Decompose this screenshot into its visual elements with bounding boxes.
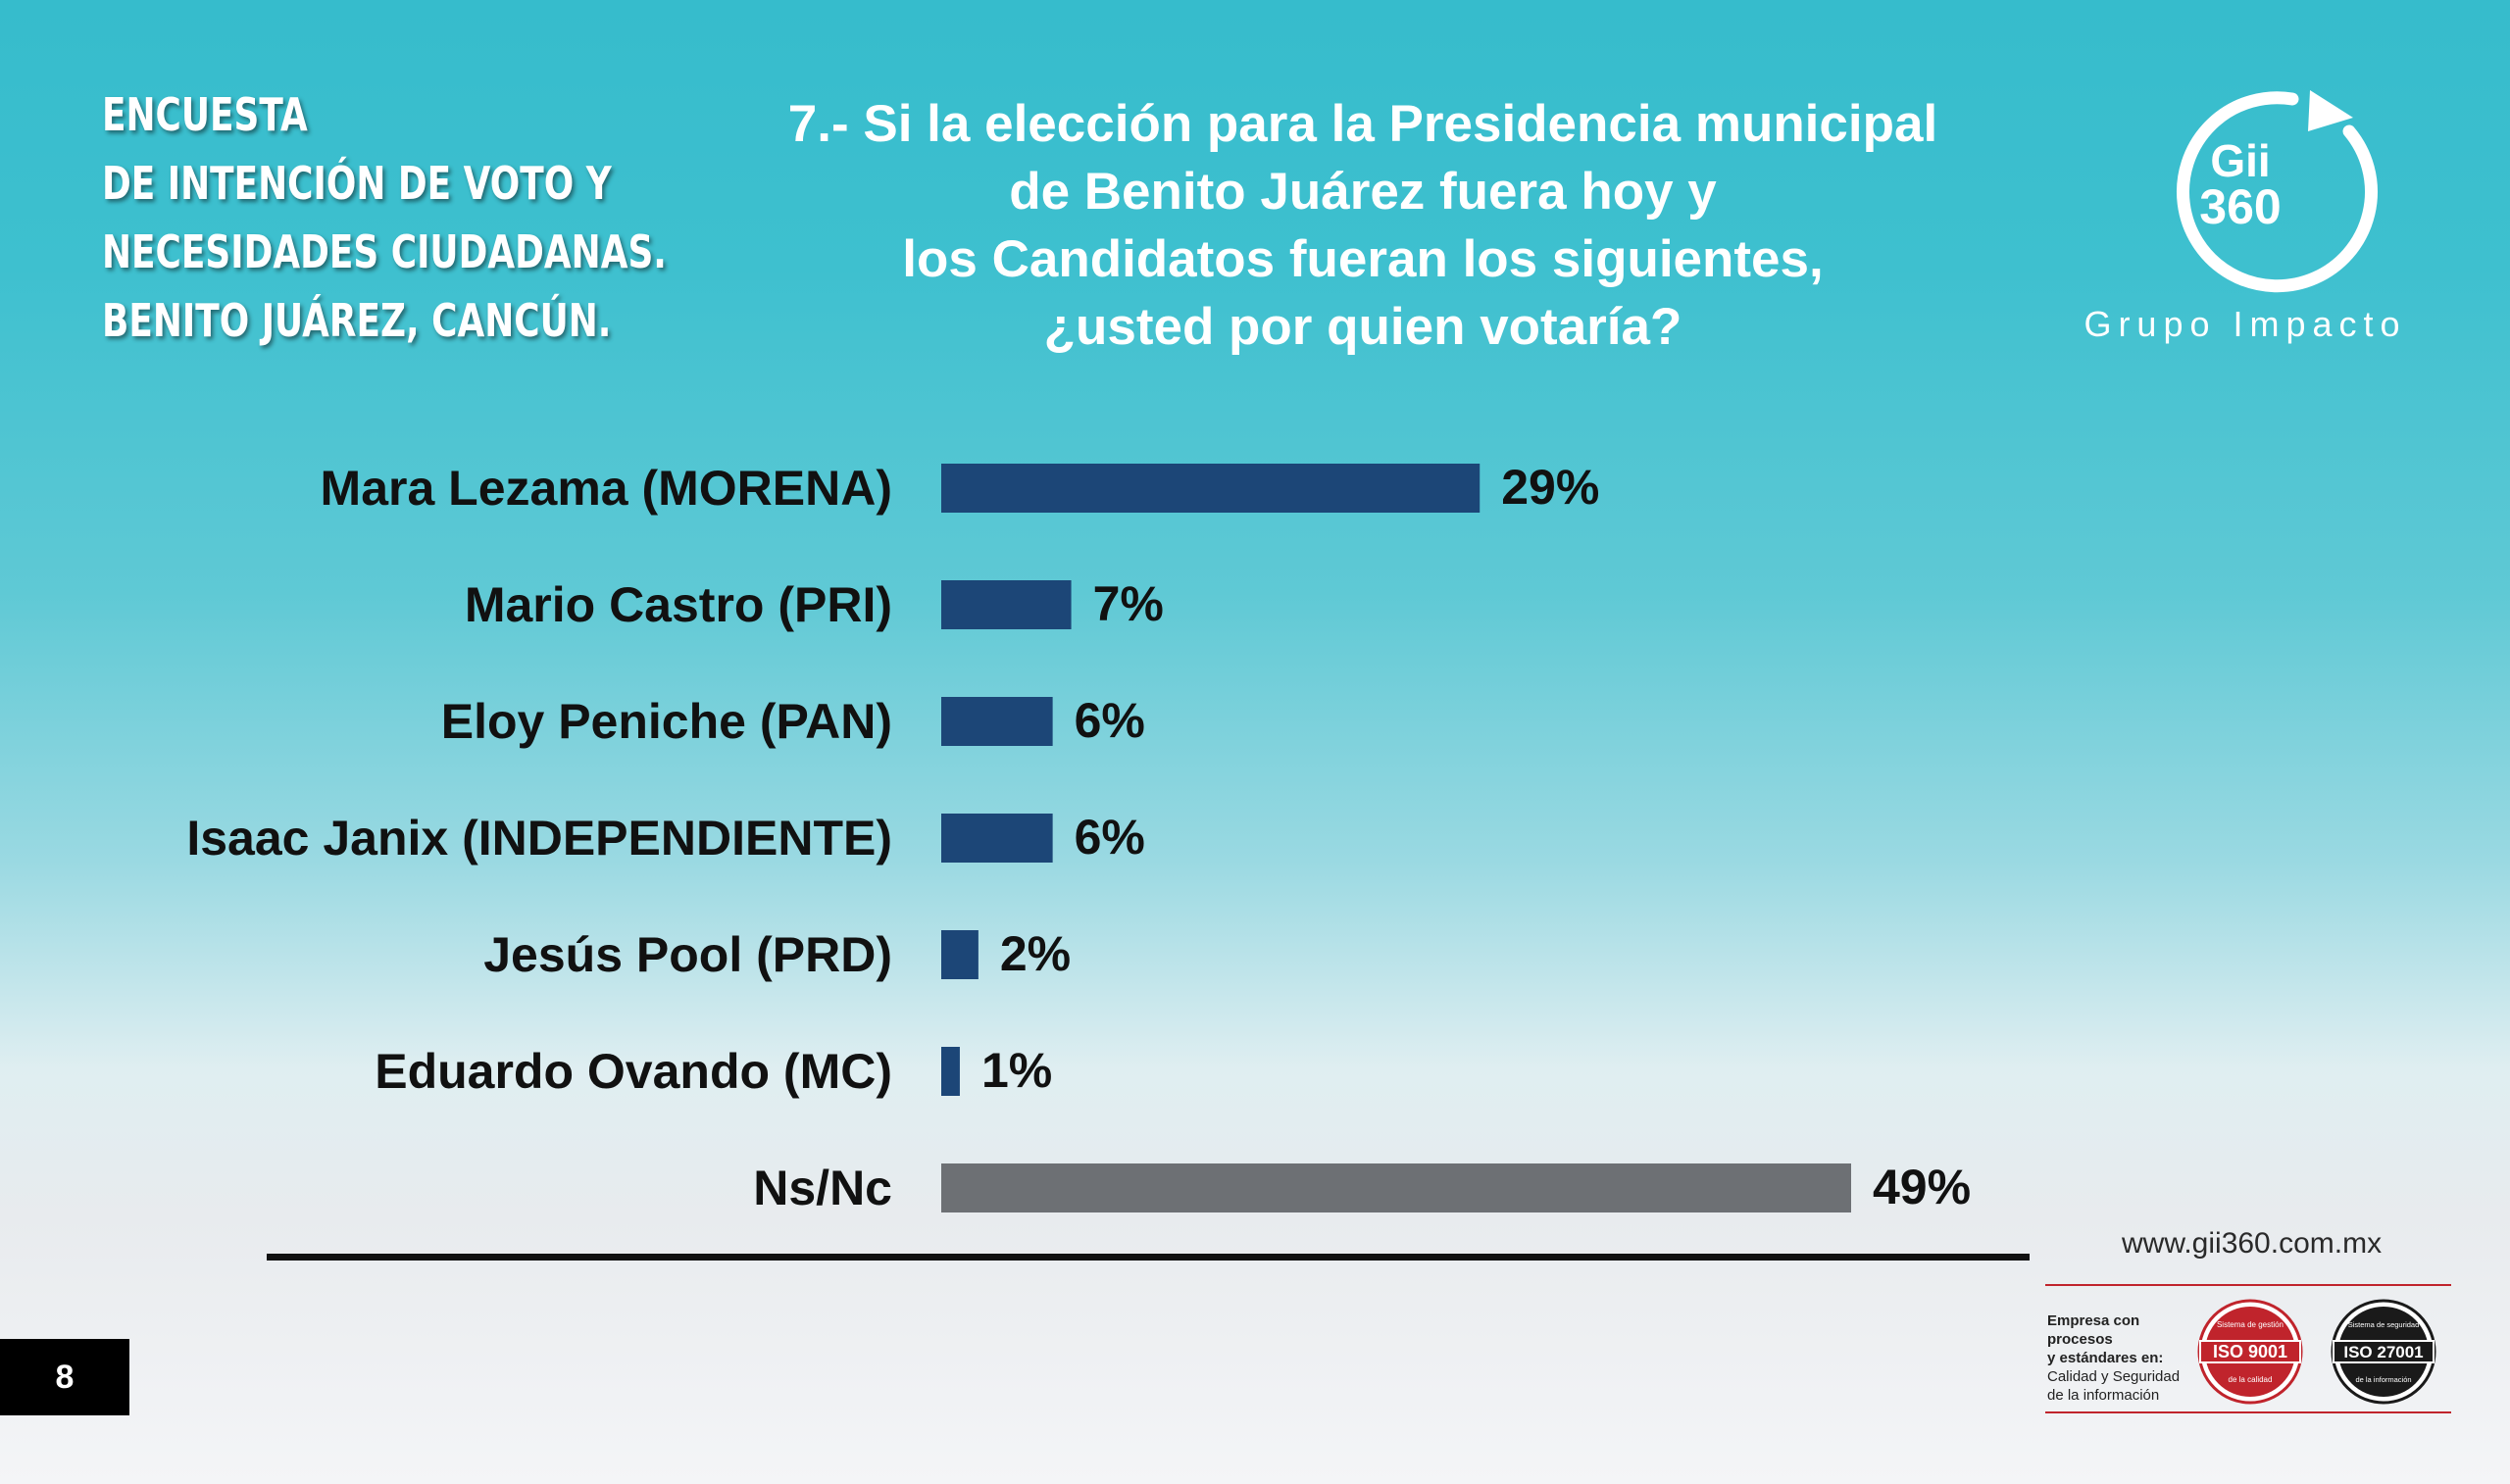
logo-text-360: 360 [2199, 179, 2281, 234]
cert-divider-top [2045, 1284, 2451, 1286]
iso-27001-label: ISO 27001 [2343, 1343, 2423, 1361]
survey-title-line-4: BENITO JUÁREZ, CANCÚN. [102, 294, 612, 347]
website-url[interactable]: www.gii360.com.mx [2122, 1227, 2383, 1260]
cert-text: Empresa con procesos y estándares en: Ca… [2047, 1311, 2194, 1405]
gii360-logo-mark: Gii 360 [2177, 90, 2378, 293]
survey-title-line-1: ENCUESTA [102, 88, 308, 141]
value-label: 2% [1000, 926, 1071, 981]
cert-text-line-4: de la información [2047, 1387, 2160, 1404]
bar-chart: Mara Lezama (MORENA) 29% Mario Castro (PRI… [186, 460, 1971, 1215]
category-label: Ns/Nc [753, 1161, 892, 1215]
bar [941, 697, 1053, 746]
bar [941, 1047, 960, 1096]
survey-title-line-2: DE INTENCIÓN DE VOTO Y [102, 157, 612, 210]
question-line-2: de Benito Juárez fuera hoy y [1009, 163, 1717, 221]
category-label: Mario Castro (PRI) [465, 577, 892, 632]
value-label: 6% [1075, 693, 1145, 748]
bar [941, 1163, 1851, 1212]
category-label: Mara Lezama (MORENA) [321, 461, 892, 516]
logo-text-gii: Gii [2210, 135, 2270, 186]
question-line-1: 7.- Si la elección para la Presidencia m… [787, 95, 1938, 153]
iso-27001-bottom-text: de la información [2355, 1375, 2411, 1384]
iso-9001-top-text: Sistema de gestión [2217, 1320, 2284, 1329]
category-label: Isaac Janix (INDEPENDIENTE) [186, 811, 892, 866]
value-label: 29% [1501, 460, 1599, 515]
question-line-3: los Candidatos fueran los siguientes, [902, 230, 1824, 288]
bar [941, 580, 1072, 629]
chart-baseline [267, 1254, 2030, 1261]
value-label: 7% [1093, 576, 1164, 631]
survey-title-line-3: NECESIDADES CIUDADANAS. [102, 225, 667, 278]
cert-text-line-2: y estándares en: [2047, 1350, 2164, 1366]
question-line-4: ¿usted por quien votaría? [1043, 298, 1682, 356]
iso-9001-label: ISO 9001 [2213, 1342, 2287, 1361]
chart-title: 7.- Si la elección para la Presidencia m… [686, 90, 2039, 361]
category-label: Eduardo Ovando (MC) [375, 1044, 892, 1099]
cert-divider-bottom [2045, 1411, 2451, 1413]
cert-text-line-3: Calidad y Seguridad [2047, 1368, 2181, 1385]
bar [941, 814, 1053, 863]
iso-9001-bottom-text: de la calidad [2229, 1375, 2273, 1384]
value-label: 6% [1075, 810, 1145, 865]
iso-9001-seal: ISO 9001 Sistema de gestión de la calida… [2197, 1299, 2303, 1405]
category-label: Eloy Peniche (PAN) [441, 694, 892, 749]
survey-title: ENCUESTA DE INTENCIÓN DE VOTO Y NECESIDA… [102, 80, 667, 355]
bar [941, 930, 979, 979]
cert-text-line-1: Empresa con procesos [2047, 1312, 2140, 1348]
logo-caption: Grupo Impacto [2083, 304, 2407, 344]
certification-block: Empresa con procesos y estándares en: Ca… [2045, 1284, 2451, 1413]
bar [941, 464, 1481, 513]
gii360-logo: Gii 360 Grupo Impacto [2059, 86, 2432, 361]
iso-27001-top-text: Sistema de seguridad [2348, 1320, 2420, 1329]
value-label: 1% [981, 1043, 1052, 1098]
value-label: 49% [1873, 1160, 1971, 1214]
page-number: 8 [0, 1339, 129, 1415]
iso-27001-seal: ISO 27001 Sistema de seguridad de la inf… [2331, 1299, 2436, 1405]
category-label: Jesús Pool (PRD) [483, 927, 892, 982]
